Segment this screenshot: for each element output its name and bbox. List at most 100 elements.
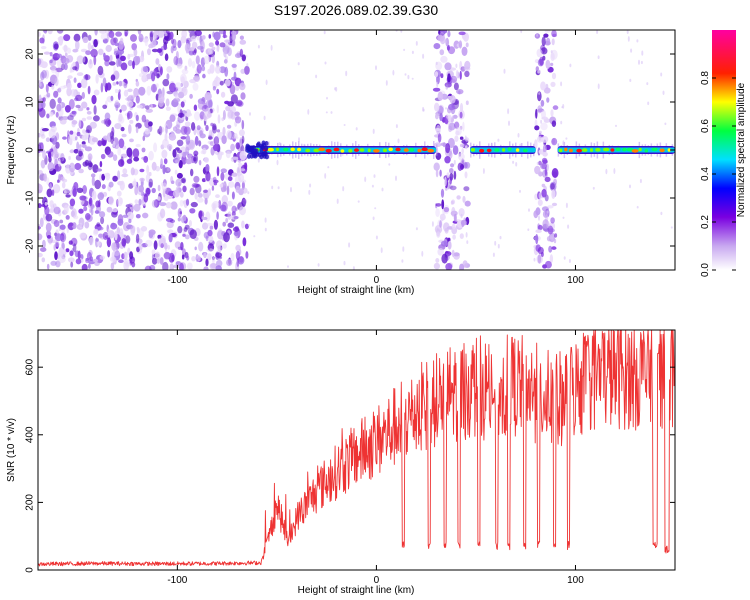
noise-blob bbox=[194, 74, 200, 82]
noise-blob bbox=[162, 164, 166, 175]
noise-blob bbox=[65, 215, 70, 220]
signal-peak bbox=[610, 148, 615, 152]
noise-blob bbox=[57, 97, 62, 104]
spectrogram-marks bbox=[38, 30, 675, 270]
noise-blob bbox=[122, 214, 129, 218]
noise-blob bbox=[51, 69, 58, 74]
noise-blob bbox=[536, 136, 543, 143]
noise-speckle bbox=[298, 137, 300, 142]
noise-blob bbox=[129, 151, 133, 161]
noise-blob bbox=[43, 30, 48, 34]
noise-blob bbox=[138, 73, 143, 77]
noise-blob bbox=[81, 263, 88, 270]
noise-blob bbox=[98, 233, 103, 238]
noise-blob bbox=[63, 63, 68, 71]
noise-blob bbox=[231, 172, 238, 177]
noise-blob bbox=[554, 233, 558, 238]
signal-onset bbox=[248, 146, 253, 152]
noise-speckle bbox=[550, 50, 553, 54]
noise-blob bbox=[156, 73, 160, 79]
noise-blob bbox=[551, 38, 555, 46]
noise-speckle bbox=[517, 133, 520, 138]
noise-blob bbox=[208, 34, 212, 39]
noise-speckle bbox=[660, 72, 663, 77]
noise-blob bbox=[227, 176, 233, 182]
noise-blob bbox=[201, 178, 206, 183]
noise-blob bbox=[51, 189, 55, 196]
noise-blob bbox=[435, 258, 440, 263]
noise-blob bbox=[91, 137, 98, 143]
signal-peak bbox=[373, 149, 380, 153]
noise-blob bbox=[104, 59, 110, 67]
snr-x-tick-label: -100 bbox=[167, 575, 187, 586]
noise-blob bbox=[106, 206, 113, 213]
noise-blob bbox=[177, 217, 181, 222]
signal-peak bbox=[382, 148, 387, 153]
noise-blob bbox=[189, 93, 193, 99]
noise-blob bbox=[113, 251, 120, 256]
noise-blob bbox=[146, 165, 150, 175]
noise-blob bbox=[77, 250, 81, 260]
noise-blob bbox=[204, 197, 208, 205]
noise-blob bbox=[549, 254, 554, 264]
noise-speckle bbox=[507, 108, 510, 115]
noise-blob bbox=[212, 125, 217, 134]
noise-blob bbox=[69, 67, 73, 74]
noise-blob bbox=[56, 30, 64, 34]
noise-speckle bbox=[627, 36, 630, 42]
noise-blob bbox=[116, 81, 119, 85]
signal-onset bbox=[246, 153, 251, 159]
noise-blob bbox=[224, 79, 231, 87]
noise-blob bbox=[135, 233, 140, 244]
noise-blob bbox=[205, 211, 211, 222]
signal-peak bbox=[651, 147, 658, 152]
noise-blob bbox=[99, 255, 105, 260]
noise-blob bbox=[216, 166, 220, 177]
noise-blob bbox=[148, 121, 153, 127]
noise-blob bbox=[444, 62, 452, 71]
noise-blob bbox=[201, 216, 204, 220]
noise-speckle bbox=[662, 90, 665, 96]
noise-blob bbox=[236, 258, 240, 267]
noise-blob bbox=[77, 82, 82, 89]
noise-blob bbox=[459, 60, 463, 71]
noise-blob bbox=[461, 46, 468, 56]
noise-blob bbox=[212, 86, 216, 91]
noise-blob bbox=[171, 254, 175, 262]
noise-speckle bbox=[364, 176, 367, 183]
signal-peak bbox=[576, 148, 583, 153]
noise-blob bbox=[168, 233, 173, 243]
noise-blob bbox=[91, 45, 94, 50]
noise-blob bbox=[59, 118, 67, 125]
noise-blob bbox=[207, 244, 211, 251]
noise-speckle bbox=[375, 65, 377, 70]
noise-blob bbox=[54, 251, 58, 261]
noise-blob bbox=[209, 263, 217, 270]
snr-y-tick-label: 0 bbox=[25, 567, 36, 573]
noise-speckle bbox=[560, 120, 563, 125]
noise-blob bbox=[95, 238, 99, 242]
noise-blob bbox=[49, 183, 52, 190]
noise-blob bbox=[79, 195, 87, 201]
noise-blob bbox=[231, 63, 237, 68]
noise-speckle bbox=[561, 106, 564, 109]
noise-blob bbox=[69, 149, 75, 154]
noise-blob bbox=[163, 252, 171, 260]
noise-blob bbox=[105, 44, 112, 53]
noise-blob bbox=[49, 52, 53, 57]
noise-blob bbox=[144, 128, 151, 135]
noise-blob bbox=[201, 105, 209, 112]
noise-blob bbox=[216, 104, 219, 114]
noise-blob bbox=[458, 31, 466, 36]
noise-blob bbox=[120, 104, 127, 112]
noise-speckle bbox=[497, 243, 500, 249]
noise-blob bbox=[38, 144, 42, 154]
noise-blob bbox=[87, 153, 93, 161]
noise-blob bbox=[123, 251, 128, 261]
noise-blob bbox=[94, 261, 100, 266]
noise-speckle bbox=[520, 30, 523, 34]
noise-speckle bbox=[264, 217, 267, 223]
noise-blob bbox=[52, 184, 61, 194]
noise-blob bbox=[118, 159, 125, 167]
signal-peak bbox=[359, 148, 365, 152]
